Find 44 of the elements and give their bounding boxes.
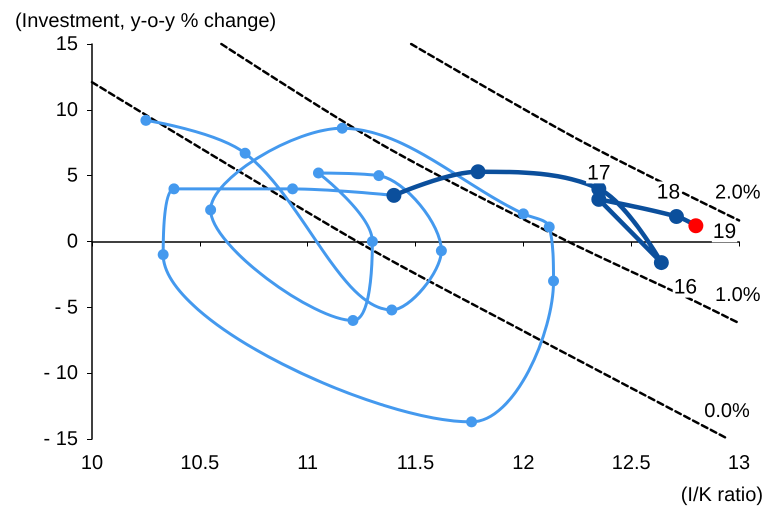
annotation: 19 xyxy=(712,220,736,244)
point xyxy=(287,183,298,194)
point xyxy=(158,249,169,260)
point xyxy=(654,255,669,270)
series-label: 0.0% xyxy=(704,400,750,422)
point xyxy=(240,148,251,159)
x-tick-label: 12 xyxy=(512,452,534,474)
point xyxy=(668,208,684,224)
x-tick-label: 10.5 xyxy=(180,452,220,474)
x-tick-label: 10 xyxy=(80,452,104,474)
series-label: 1.0% xyxy=(715,284,761,306)
y-tick-label: 15 xyxy=(56,33,78,55)
point xyxy=(366,236,378,247)
y-tick-label: - 10 xyxy=(44,362,78,384)
point xyxy=(544,222,555,233)
y-tick-label: - 15 xyxy=(44,428,78,450)
x-tick-label: 13 xyxy=(728,452,750,474)
point xyxy=(168,183,180,194)
point xyxy=(373,170,384,182)
annotation: 16 xyxy=(674,276,698,299)
point xyxy=(347,315,358,326)
point xyxy=(312,168,324,179)
x-tick-label: 12.5 xyxy=(612,452,651,474)
y-tick-label: 5 xyxy=(66,164,78,187)
y-tick-label: 0 xyxy=(66,230,78,252)
y-axis-title: (Investment, y-o-y % change) xyxy=(15,10,276,32)
point xyxy=(436,245,447,256)
x-tick-label: 11 xyxy=(297,452,318,474)
annotation: 18 xyxy=(656,180,680,204)
point xyxy=(548,276,560,286)
point xyxy=(466,416,478,428)
annotation: 17 xyxy=(587,161,610,184)
point xyxy=(386,304,398,316)
point xyxy=(205,204,216,216)
point xyxy=(518,208,529,220)
point xyxy=(470,164,486,180)
x-tick-label: 11.5 xyxy=(396,452,434,474)
y-tick-label: - 5 xyxy=(54,296,78,318)
point xyxy=(336,122,348,134)
point xyxy=(688,218,704,234)
series-label: 2.0% xyxy=(715,181,761,204)
y-tick-label: 10 xyxy=(56,98,78,121)
x-axis-title: (I/K ratio) xyxy=(680,484,764,506)
point xyxy=(140,114,152,126)
